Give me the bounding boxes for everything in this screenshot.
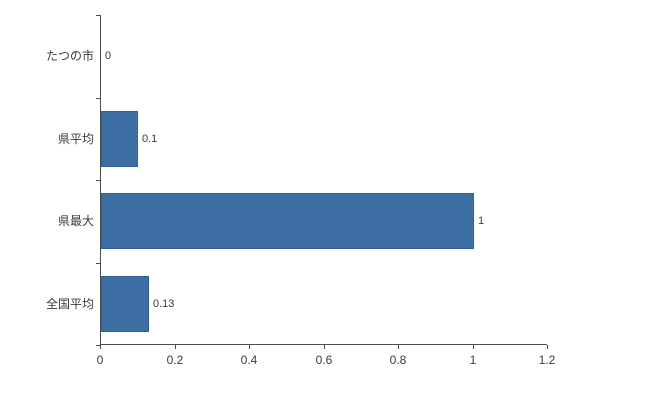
value-label: 0 [105, 50, 112, 63]
x-axis-tick [473, 345, 474, 349]
value-label: 0.13 [153, 297, 175, 310]
category-label: たつの市 [45, 49, 94, 64]
x-axis-tick-label: 0.2 [166, 353, 184, 367]
x-axis-tick [100, 345, 101, 349]
x-axis-tick-label: 0.6 [315, 353, 333, 367]
x-axis-tick-label: 1 [469, 353, 477, 367]
y-axis-tick [96, 180, 100, 181]
y-axis-tick [96, 263, 100, 264]
x-axis-tick [547, 345, 548, 349]
category-label: 全国平均 [45, 296, 94, 311]
bar [101, 276, 149, 332]
x-axis-tick-label: 0 [96, 353, 104, 367]
bar [101, 193, 474, 249]
x-axis-tick-label: 0.4 [240, 353, 258, 367]
y-axis-tick [96, 345, 100, 346]
category-label: 県平均 [57, 131, 94, 146]
value-label: 0.1 [142, 132, 158, 145]
bar [101, 111, 138, 167]
y-axis-tick [96, 15, 100, 16]
x-axis-tick [249, 345, 250, 349]
plot-area [100, 15, 547, 345]
x-axis-tick-label: 0.8 [389, 353, 407, 367]
value-label: 1 [478, 215, 485, 228]
x-axis-tick [175, 345, 176, 349]
category-label: 県最大 [57, 214, 94, 229]
y-axis-tick [96, 98, 100, 99]
x-axis-tick [324, 345, 325, 349]
x-axis-tick [398, 345, 399, 349]
x-axis-tick-label: 1.2 [538, 353, 556, 367]
